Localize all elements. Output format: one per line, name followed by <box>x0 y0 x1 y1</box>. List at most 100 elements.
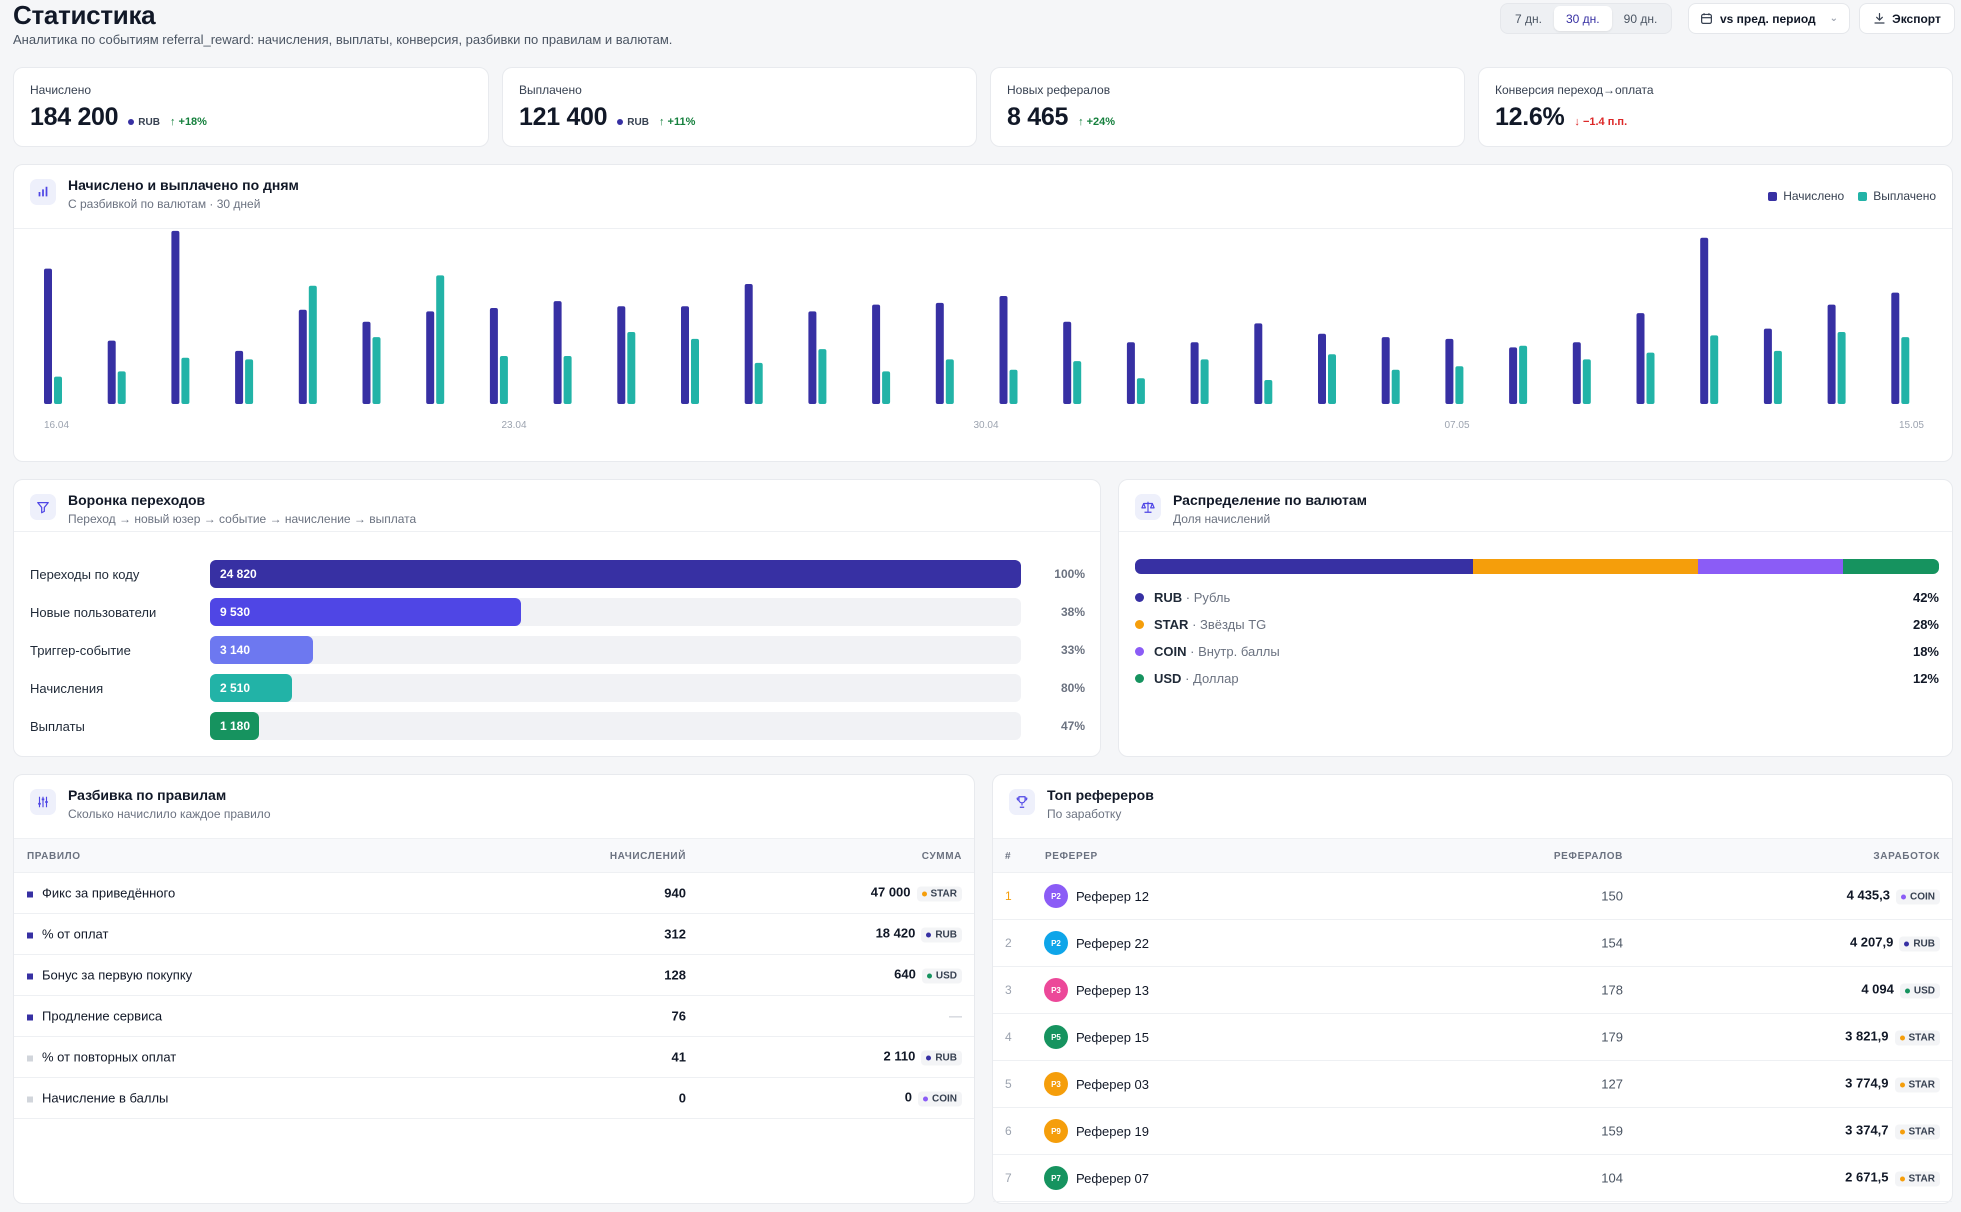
currency-badge: USD <box>921 968 962 984</box>
bar-paid <box>117 371 126 404</box>
avatar: P2 <box>1044 931 1068 955</box>
table-row[interactable]: % от повторных оплат 41 2 110 RUB <box>14 1037 974 1078</box>
referrer-referrals: 127 <box>1601 1076 1623 1092</box>
referrer-name: Реферер 13 <box>1076 982 1150 998</box>
referrer-rank: 4 <box>1005 1030 1012 1044</box>
bar-accrued <box>1763 328 1772 404</box>
table-row[interactable]: 5 P3 Реферер 03 127 3 774,9 STAR <box>993 1061 1952 1108</box>
table-row[interactable]: 1 P2 Реферер 12 150 4 435,3 COIN <box>993 873 1952 920</box>
period-switcher: 7 дн. 30 дн. 90 дн. <box>1500 3 1673 34</box>
rules-card: Разбивка по правилам Сколько начислило к… <box>13 774 975 1204</box>
avatar: P5 <box>1044 1025 1068 1049</box>
bar-accrued <box>1891 292 1900 404</box>
funnel-bar: 9 530 <box>210 598 522 626</box>
referrer-earnings-cell: 4 094 USD <box>1861 982 1940 999</box>
rule-name: Фикс за приведённого <box>42 885 176 901</box>
filter-icon <box>30 494 56 520</box>
kpi-delta: ↑ +24% <box>1078 116 1116 128</box>
period-7d-button[interactable]: 7 дн. <box>1515 11 1542 26</box>
table-row[interactable]: 7 P7 Реферер 07 104 2 671,5 STAR <box>993 1155 1952 1202</box>
kpi-delta: ↓ −1.4 п.п. <box>1574 116 1628 128</box>
bar-paid <box>1264 380 1273 404</box>
currency-code: STAR <box>1154 617 1189 632</box>
currency-row: RUB · Рубль 42% <box>1135 590 1939 605</box>
referrer-earnings-cell: 3 374,7 STAR <box>1845 1123 1940 1140</box>
rule-sum-cell: 18 420 RUB <box>876 926 962 943</box>
funnel-track: 2 510 <box>210 674 1021 702</box>
currency-code: RUB <box>1154 590 1183 605</box>
col-header-referrals: Рефералов <box>1553 851 1623 862</box>
table-row[interactable]: 2 P2 Реферер 22 154 4 207,9 RUB <box>993 920 1952 967</box>
funnel-step-pct: 47% <box>1060 719 1085 733</box>
bar-paid <box>1582 359 1591 404</box>
currency-badge: STAR <box>916 886 962 902</box>
col-header-earnings: Заработок <box>1873 851 1940 862</box>
table-row[interactable]: 3 P3 Реферер 13 178 4 094 USD <box>993 967 1952 1014</box>
funnel-step-pct: 80% <box>1060 681 1085 695</box>
funnel-step-pct: 33% <box>1060 643 1085 657</box>
referrer-cell: P2 Реферер 12 <box>1044 884 1149 908</box>
rule-name-cell: % от повторных оплат <box>27 1050 176 1065</box>
bar-paid <box>754 362 763 404</box>
table-row[interactable]: Фикс за приведённого 940 47 000 STAR <box>14 873 974 914</box>
chart-subtitle: С разбивкой по валютам · 30 дней <box>68 197 261 211</box>
bar-paid <box>372 337 381 404</box>
referrer-rank: 7 <box>1005 1171 1012 1185</box>
kpi-label: Новых рефералов <box>1007 83 1111 97</box>
referrer-referrals: 104 <box>1601 1170 1623 1186</box>
kpi-value: 8 465 <box>1007 103 1069 131</box>
referrer-cell: P9 Реферер 19 <box>1044 1119 1149 1143</box>
table-row[interactable]: Начисление в баллы 0 0 COIN <box>14 1078 974 1119</box>
bar-paid <box>627 332 636 404</box>
table-row[interactable]: % от оплат 312 18 420 RUB <box>14 914 974 955</box>
currency-pct: 28% <box>1912 617 1939 632</box>
bar-paid <box>245 359 254 404</box>
funnel-step-label: Переходы по коду <box>30 566 140 582</box>
compare-dropdown[interactable]: vs пред. период ⌄ <box>1688 3 1850 34</box>
col-header-rule: Правило <box>27 851 81 862</box>
funnel-step-label: Триггер-событие <box>30 642 131 658</box>
currency-name: · Звёзды TG <box>1192 617 1267 632</box>
rule-sum-cell: — <box>949 1009 962 1024</box>
table-row[interactable]: 4 P5 Реферер 15 179 3 821,9 STAR <box>993 1014 1952 1061</box>
currency-badge: STAR <box>1894 1030 1940 1046</box>
kpi-card-accrued: Начислено 184 200 RUB ↑ +18% <box>13 67 489 147</box>
rule-sum: 640 <box>894 966 916 982</box>
download-icon <box>1874 13 1885 24</box>
rules-title: Разбивка по правилам <box>68 787 227 803</box>
bar-accrued <box>681 306 689 404</box>
bar-accrued <box>1190 342 1199 404</box>
chevron-down-icon: ⌄ <box>1829 13 1838 24</box>
col-header-rank: # <box>1005 851 1012 862</box>
rule-count: 940 <box>664 885 686 901</box>
bar-accrued <box>999 296 1008 404</box>
rule-name-cell: Продление сервиса <box>27 1009 162 1024</box>
bar-paid <box>1519 345 1528 404</box>
referrer-earnings: 3 821,9 <box>1845 1028 1889 1044</box>
bar-paid <box>945 359 954 404</box>
referrer-referrals: 179 <box>1601 1029 1623 1045</box>
bar-paid <box>1391 369 1400 404</box>
bar-paid <box>181 357 190 404</box>
bar-accrued <box>362 321 371 404</box>
bar-accrued <box>426 311 435 404</box>
table-row[interactable]: Бонус за первую покупку 128 640 USD <box>14 955 974 996</box>
funnel-row: Триггер-событие 3 140 33% <box>30 636 1085 664</box>
currencies-subtitle: Доля начислений <box>1173 512 1271 526</box>
period-30d-button[interactable]: 30 дн. <box>1553 6 1612 31</box>
period-90d-button[interactable]: 90 дн. <box>1623 11 1658 26</box>
bar-accrued <box>44 268 52 404</box>
export-button[interactable]: Экспорт <box>1859 3 1955 34</box>
currency-name: · Внутр. баллы <box>1190 644 1280 659</box>
table-row[interactable]: 6 P9 Реферер 19 159 3 374,7 STAR <box>993 1108 1952 1155</box>
rule-count: 41 <box>671 1049 686 1065</box>
funnel-step-pct: 38% <box>1060 605 1085 619</box>
page-title: Статистика <box>13 0 156 30</box>
funnel-row: Переходы по коду 24 820 100% <box>30 560 1085 588</box>
rule-name-cell: Начисление в баллы <box>27 1091 168 1106</box>
table-row[interactable]: Продление сервиса 76 — <box>14 996 974 1037</box>
rule-sum-cell: 2 110 RUB <box>884 1049 962 1066</box>
bar-paid <box>54 376 62 404</box>
bar-accrued <box>235 350 244 404</box>
funnel-track: 1 180 <box>210 712 1021 740</box>
